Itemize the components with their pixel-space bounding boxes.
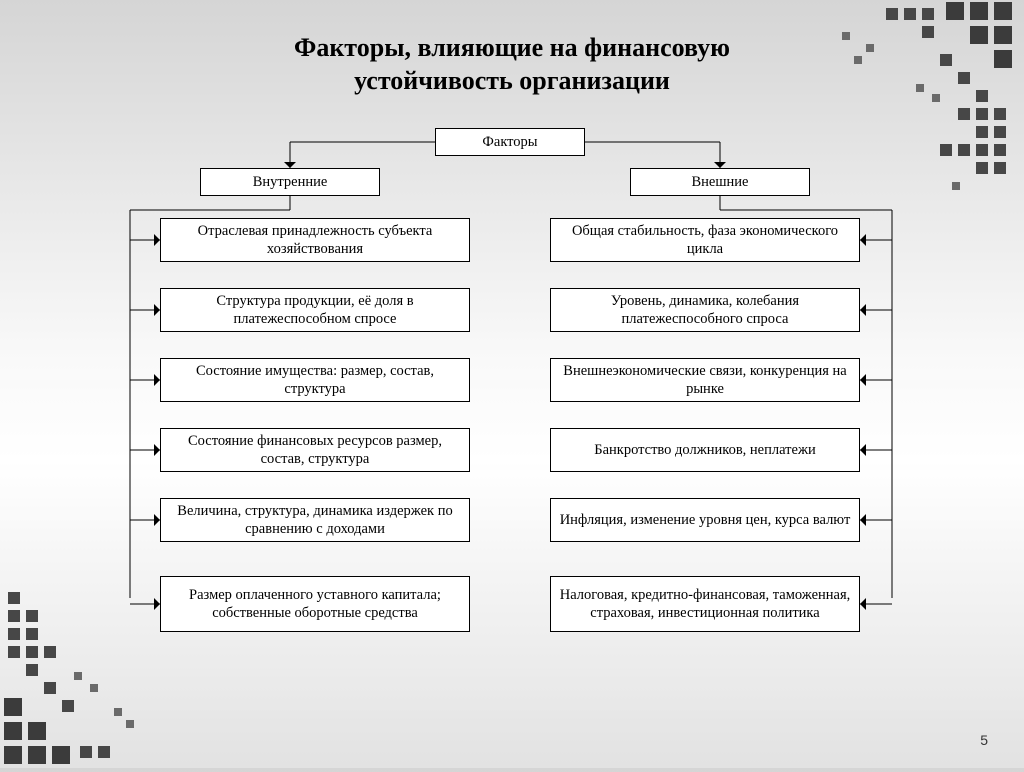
left-item-1: Структура продукции, её доля в платежесп…: [160, 288, 470, 332]
left-item-5: Размер оплаченного уставного капитала; с…: [160, 576, 470, 632]
right-item-5: Налоговая, кредитно-финансовая, таможенн…: [550, 576, 860, 632]
right-item-4: Инфляция, изменение уровня цен, курса ва…: [550, 498, 860, 542]
left-item-0: Отраслевая принадлежность субъекта хозяй…: [160, 218, 470, 262]
right-item-1: Уровень, динамика, колебания платежеспос…: [550, 288, 860, 332]
left-item-4: Величина, структура, динамика издержек п…: [160, 498, 470, 542]
factors-diagram: Факторы Внутренние Внешние Отраслевая прина…: [90, 128, 934, 728]
left-header-box: Внутренние: [200, 168, 380, 196]
title-line-2: устойчивость организации: [354, 66, 670, 95]
left-item-2: Состояние имущества: размер, состав, стр…: [160, 358, 470, 402]
right-item-2: Внешнеэкономические связи, конкуренция н…: [550, 358, 860, 402]
left-item-3: Состояние финансовых ресурсов размер, со…: [160, 428, 470, 472]
title-line-1: Факторы, влияющие на финансовую: [294, 33, 730, 62]
right-item-3: Банкротство должников, неплатежи: [550, 428, 860, 472]
page-number: 5: [980, 732, 988, 748]
root-box: Факторы: [435, 128, 585, 156]
right-header-box: Внешние: [630, 168, 810, 196]
right-item-0: Общая стабильность, фаза экономического …: [550, 218, 860, 262]
